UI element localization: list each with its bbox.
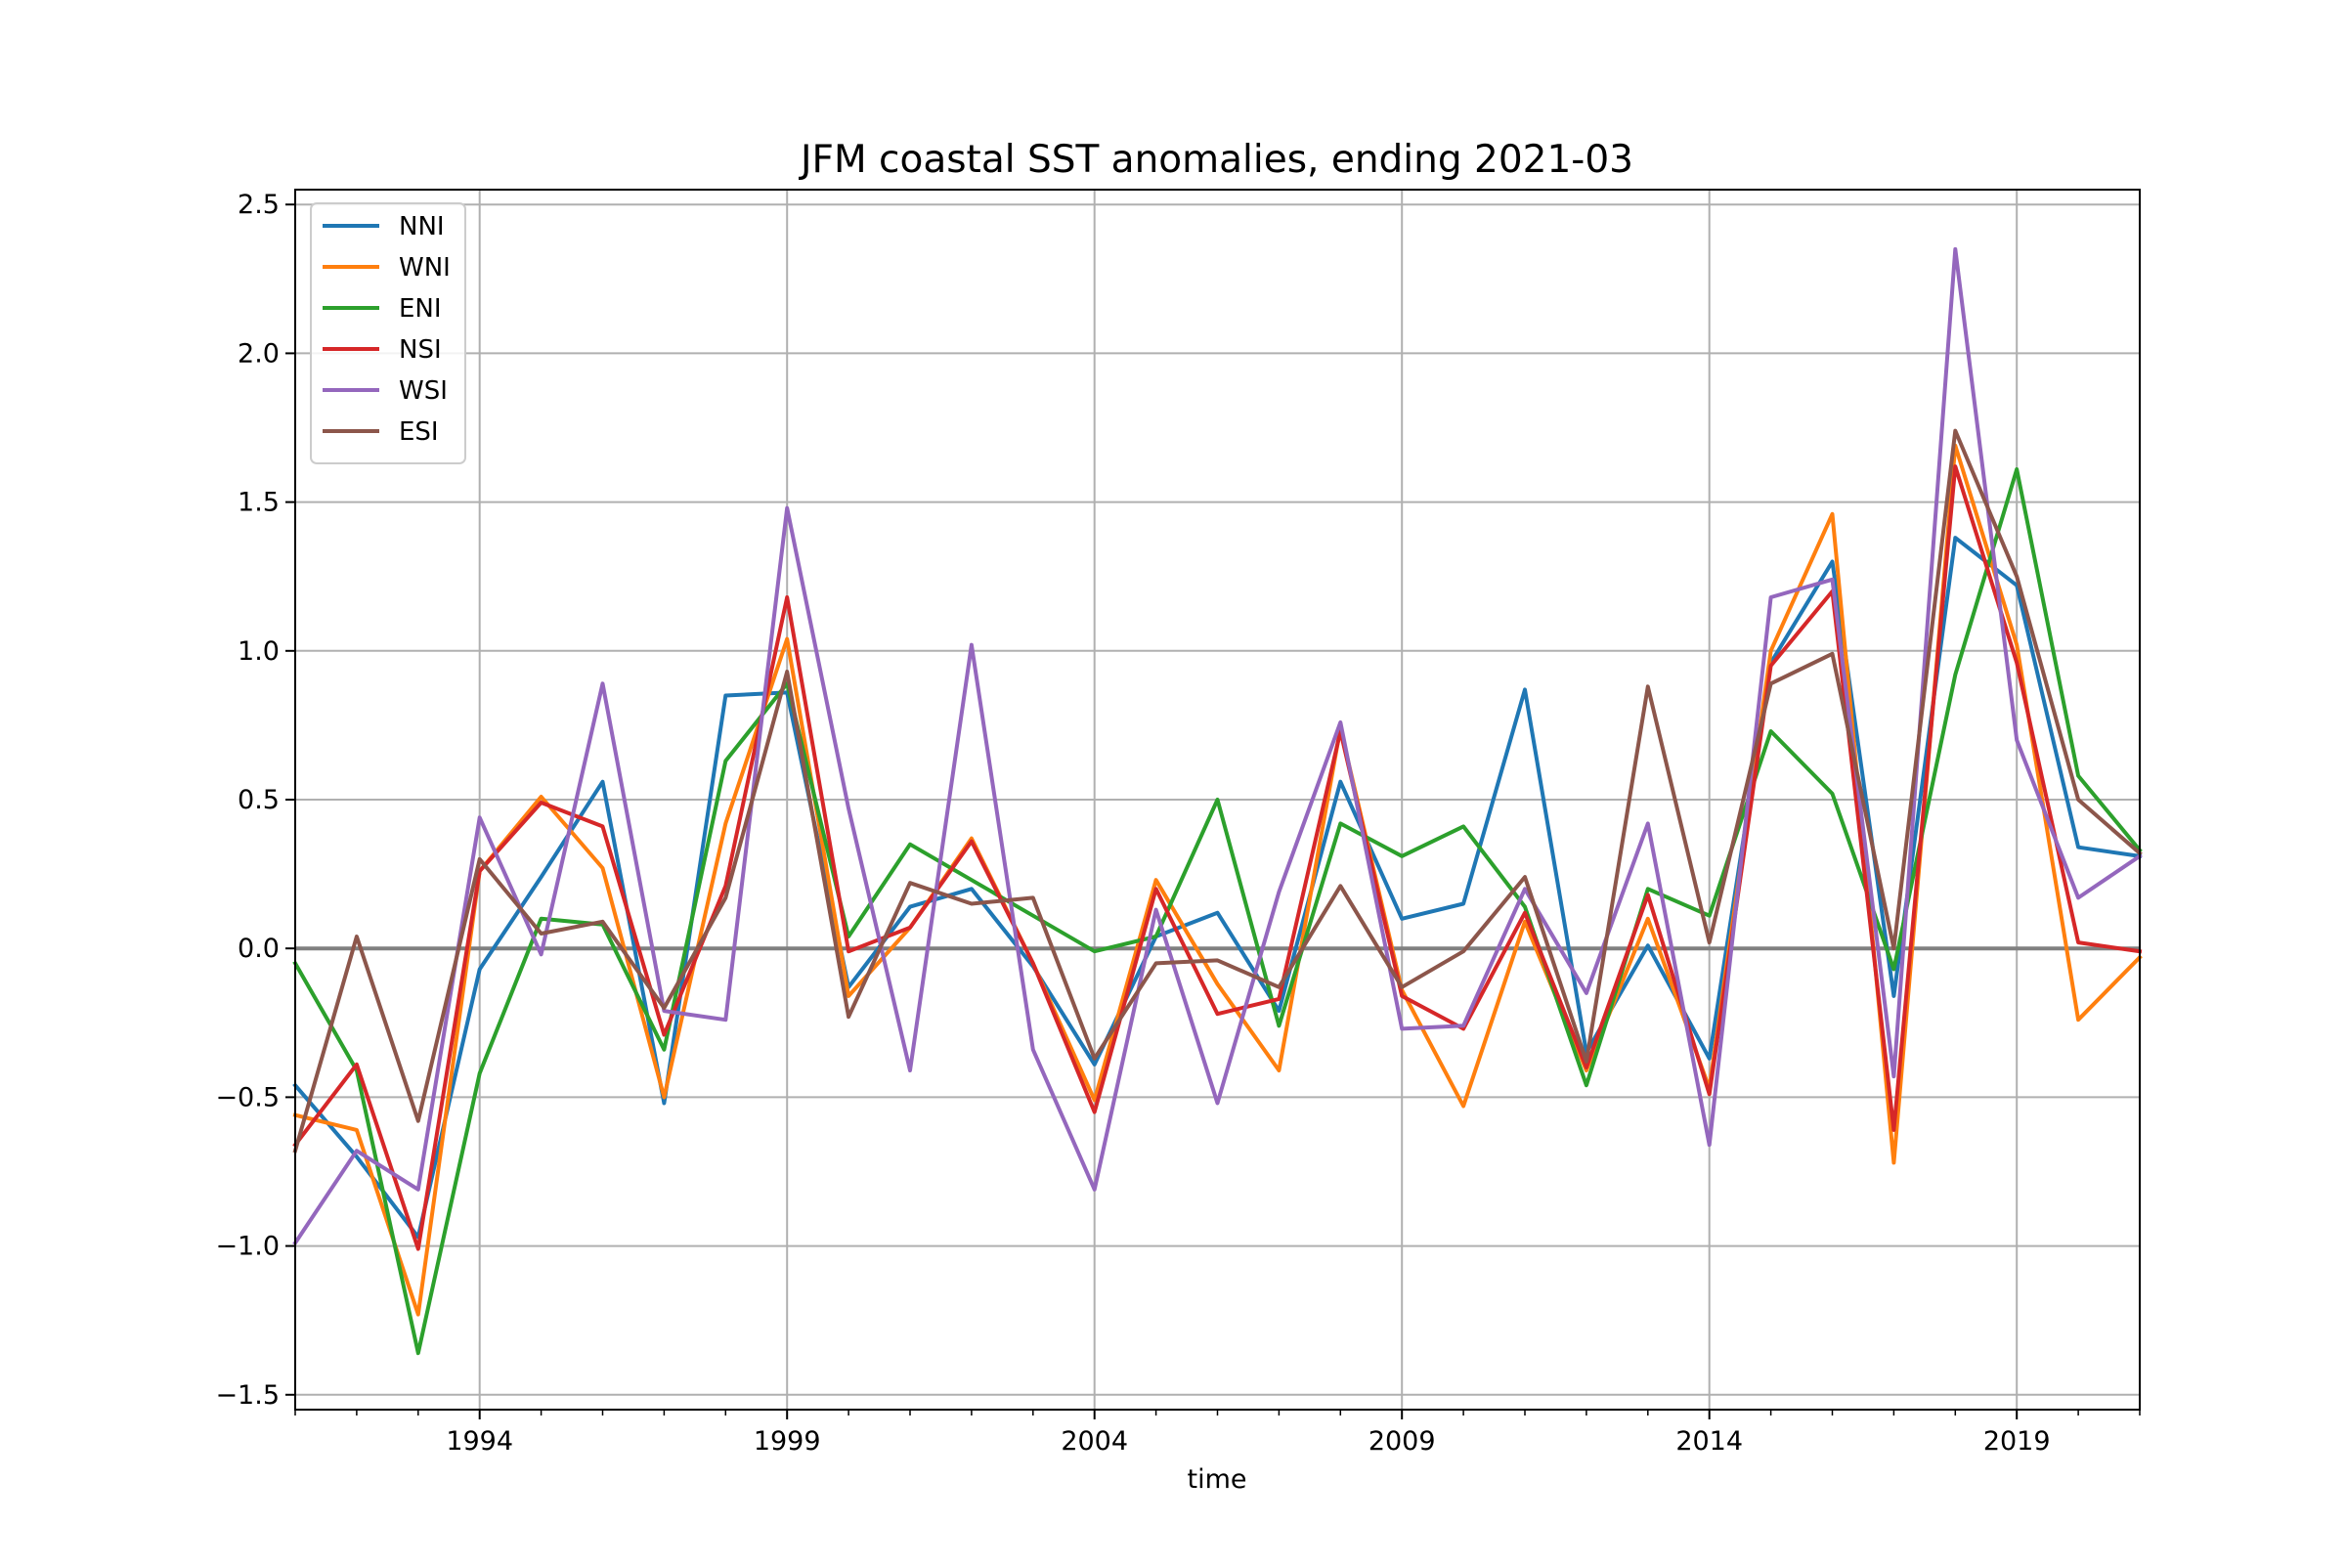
x-tick-label: 1994 bbox=[446, 1426, 513, 1457]
y-tick-label: 2.0 bbox=[238, 338, 280, 369]
x-tick-label: 2014 bbox=[1675, 1426, 1743, 1457]
legend-label-nsi: NSI bbox=[399, 335, 442, 365]
axis-ticks: 1994 1999 2004 2009 2014 2019 −1.5 −1.0 −0.5 0.0 0… bbox=[215, 190, 2141, 1457]
legend-label-wsi: WSI bbox=[399, 376, 448, 406]
y-tick-label: −0.5 bbox=[215, 1082, 280, 1112]
y-tick-label: 0.0 bbox=[238, 934, 280, 964]
x-tick-label: 2004 bbox=[1061, 1426, 1128, 1457]
series-layer bbox=[292, 246, 2143, 1356]
x-axis-label: time bbox=[1187, 1464, 1246, 1495]
legend-label-nni: NNI bbox=[399, 212, 445, 241]
y-tick-label: −1.0 bbox=[215, 1232, 280, 1262]
series-line-wsi bbox=[292, 246, 2143, 1246]
y-tick-label: −1.5 bbox=[215, 1380, 280, 1411]
y-tick-label: 1.5 bbox=[238, 488, 280, 518]
legend-label-eni: ENI bbox=[399, 294, 442, 324]
series-line-esi bbox=[292, 428, 2143, 1154]
y-tick-label: 2.5 bbox=[238, 190, 280, 220]
legend: NNI WNI ENI NSI WSI ESI bbox=[310, 202, 466, 464]
series-line-nsi bbox=[292, 464, 2143, 1251]
x-tick-label: 2009 bbox=[1368, 1426, 1436, 1457]
x-tick-label: 2019 bbox=[1983, 1426, 2051, 1457]
legend-label-esi: ESI bbox=[399, 417, 439, 447]
series-line-nni bbox=[292, 536, 2143, 1240]
grid bbox=[295, 190, 2140, 1410]
chart-title: JFM coastal SST anomalies, ending 2021-0… bbox=[798, 138, 1633, 182]
y-tick-label: 0.5 bbox=[238, 785, 280, 815]
legend-box bbox=[310, 202, 466, 464]
x-tick-label: 1999 bbox=[754, 1426, 821, 1457]
y-tick-label: 1.0 bbox=[238, 636, 280, 667]
legend-label-wni: WNI bbox=[399, 253, 451, 283]
series-line-wni bbox=[292, 443, 2143, 1317]
